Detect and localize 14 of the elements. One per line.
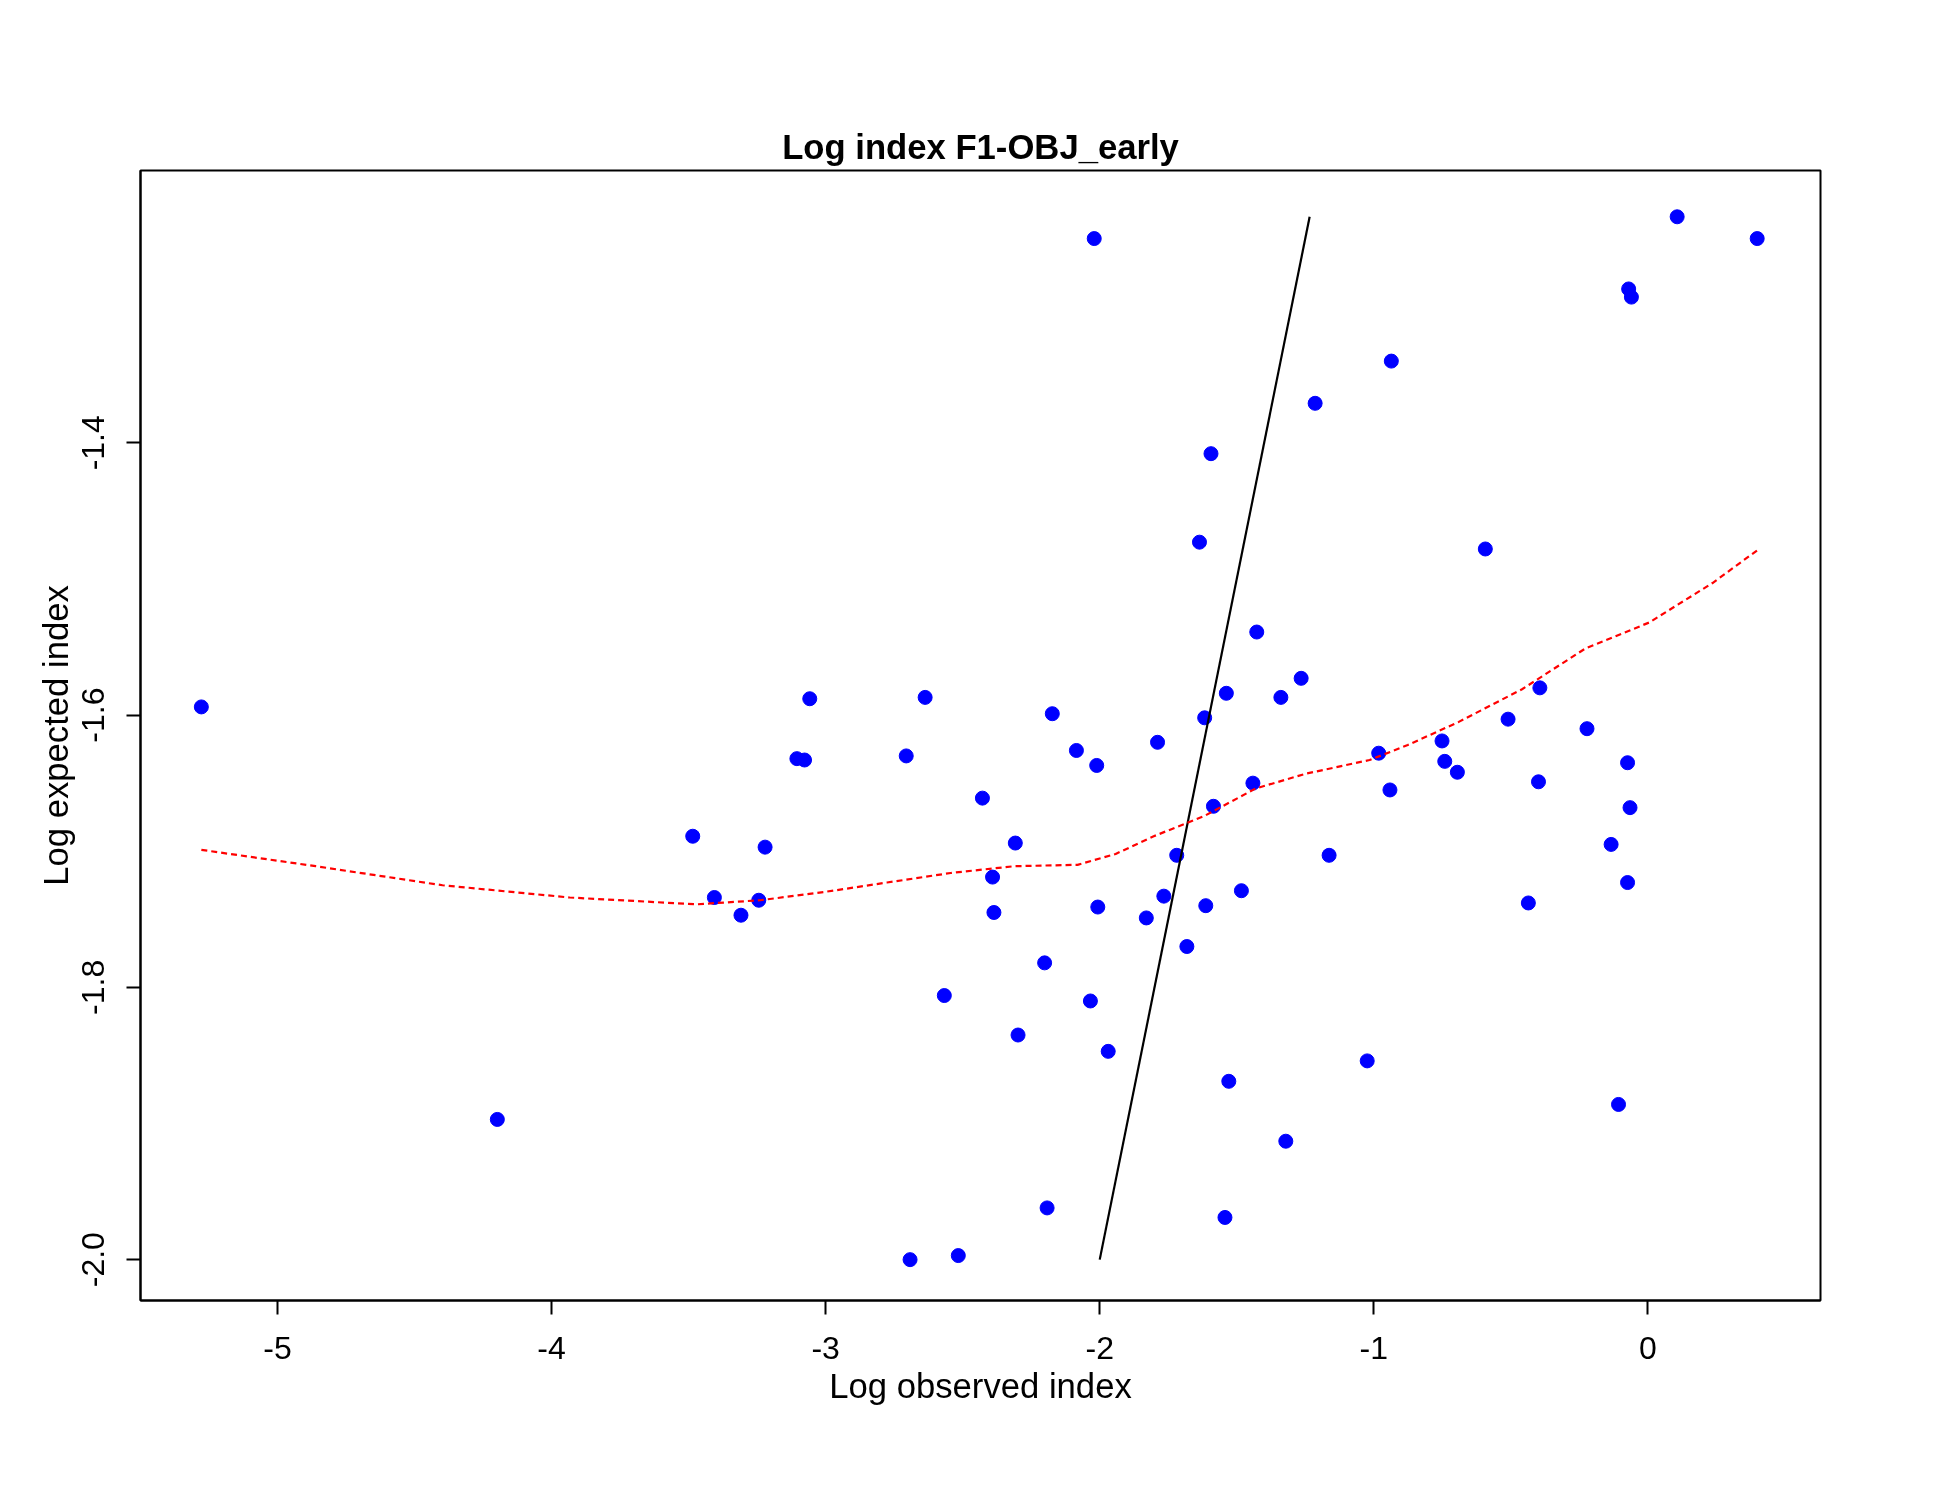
y-tick-label: -2.0 [75, 1232, 112, 1288]
y-axis-title: Log expected index [36, 585, 75, 886]
x-tick-label: -4 [537, 1329, 566, 1366]
line-series [200, 549, 1759, 906]
x-tick-label: -2 [1085, 1329, 1114, 1366]
y-tick-label: -1.4 [75, 415, 112, 471]
chart-title: Log index F1-OBJ_early [782, 127, 1180, 166]
y-tick-label: -1.8 [75, 959, 112, 1015]
y-tick-label: -1.6 [75, 687, 112, 743]
x-tick-label: -1 [1359, 1329, 1389, 1366]
x-axis-title: Log observed index [829, 1366, 1132, 1405]
x-tick-label: -5 [263, 1329, 292, 1366]
x-tick-label: -3 [811, 1329, 840, 1366]
x-tick-label: 0 [1638, 1329, 1657, 1366]
